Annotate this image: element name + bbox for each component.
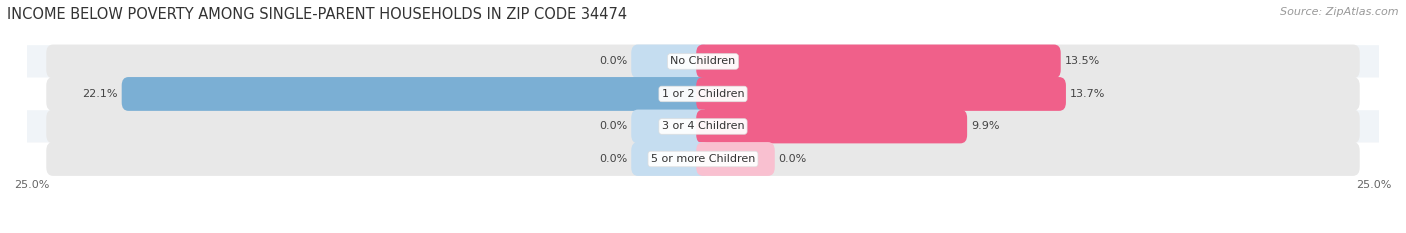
Text: 13.7%: 13.7% <box>1070 89 1105 99</box>
FancyBboxPatch shape <box>27 110 1379 143</box>
FancyBboxPatch shape <box>631 110 710 143</box>
Text: 0.0%: 0.0% <box>779 154 807 164</box>
FancyBboxPatch shape <box>696 45 1060 78</box>
Text: 22.1%: 22.1% <box>83 89 118 99</box>
Text: 5 or more Children: 5 or more Children <box>651 154 755 164</box>
Text: 13.5%: 13.5% <box>1064 56 1099 66</box>
Text: 9.9%: 9.9% <box>970 121 1000 131</box>
Text: 0.0%: 0.0% <box>599 56 627 66</box>
Text: 0.0%: 0.0% <box>599 154 627 164</box>
FancyBboxPatch shape <box>27 78 1379 110</box>
Text: 0.0%: 0.0% <box>599 121 627 131</box>
FancyBboxPatch shape <box>631 142 710 176</box>
Text: 25.0%: 25.0% <box>1357 180 1392 190</box>
Text: 25.0%: 25.0% <box>14 180 49 190</box>
FancyBboxPatch shape <box>27 45 1379 78</box>
FancyBboxPatch shape <box>696 142 775 176</box>
FancyBboxPatch shape <box>696 110 967 143</box>
FancyBboxPatch shape <box>696 77 1066 111</box>
FancyBboxPatch shape <box>46 142 1360 176</box>
FancyBboxPatch shape <box>122 77 710 111</box>
Text: INCOME BELOW POVERTY AMONG SINGLE-PARENT HOUSEHOLDS IN ZIP CODE 34474: INCOME BELOW POVERTY AMONG SINGLE-PARENT… <box>7 7 627 22</box>
Text: 3 or 4 Children: 3 or 4 Children <box>662 121 744 131</box>
FancyBboxPatch shape <box>46 45 1360 78</box>
FancyBboxPatch shape <box>46 110 1360 143</box>
Text: 1 or 2 Children: 1 or 2 Children <box>662 89 744 99</box>
FancyBboxPatch shape <box>631 45 710 78</box>
FancyBboxPatch shape <box>46 77 1360 111</box>
Text: Source: ZipAtlas.com: Source: ZipAtlas.com <box>1281 7 1399 17</box>
FancyBboxPatch shape <box>27 143 1379 175</box>
Text: No Children: No Children <box>671 56 735 66</box>
